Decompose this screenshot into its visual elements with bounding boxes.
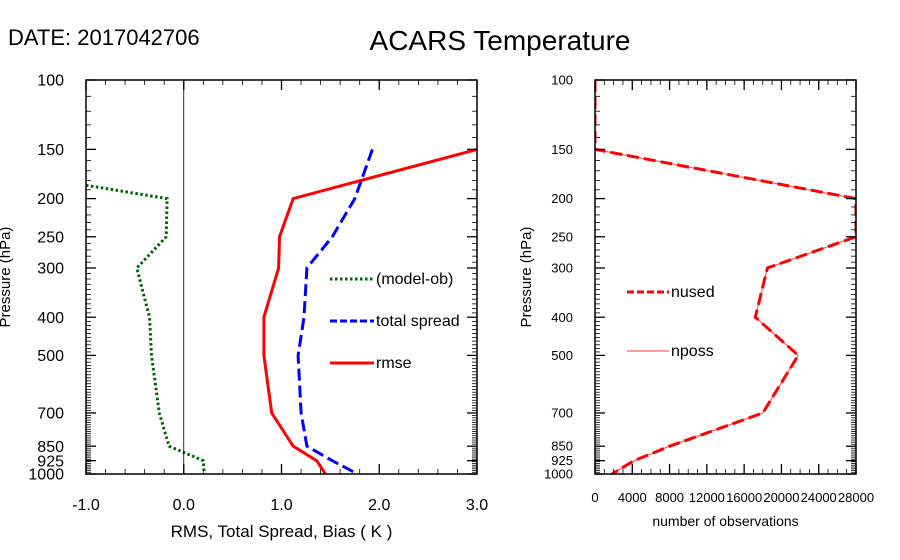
y-tick-label: 925 [551,453,573,468]
legend-label: (model-ob) [376,271,453,288]
y-tick-label: 150 [37,142,64,159]
y-tick-label: 400 [551,310,573,325]
right-plot-frame [594,79,857,475]
legend-label: rmse [376,355,412,372]
x-tick-label: 2.0 [368,497,390,514]
y-tick-label: 100 [551,73,573,88]
series-line-total-spread [296,148,374,474]
legend-label: nused [671,284,715,301]
y-tick-label: 700 [551,406,573,421]
y-tick-label: 250 [37,229,64,246]
x-tick-label: 3.0 [466,497,488,514]
x-tick-label: 1.0 [270,497,292,514]
x-tick-label: 0 [591,490,598,505]
x-tick-label: 4000 [618,490,647,505]
right-legend: nused nposs [627,284,715,360]
right-series-lines [595,80,856,474]
y-tick-label: 300 [37,261,64,278]
series-line-rmse [262,147,477,474]
y-tick-label: 925 [37,453,64,470]
y-tick-label: 700 [37,406,64,423]
legend-label: nposs [671,343,714,360]
x-tick-label: 24000 [801,490,837,505]
y-tick-label: 250 [551,229,573,244]
left-x-axis-label: RMS, Total Spread, Bias ( K ) [171,522,393,541]
left-y-axis-label: Pressure (hPa) [0,227,14,328]
series-line-nposs [595,80,856,474]
y-tick-label: 300 [551,261,573,276]
x-tick-label: 20000 [763,490,799,505]
y-tick-label: 500 [37,348,64,365]
series-line-model-ob [86,183,206,474]
right-x-axis-label: number of observations [652,513,798,529]
y-tick-label: 200 [37,191,64,208]
y-tick-label: 1000 [28,467,64,484]
legend-label: total spread [376,313,460,330]
date-label: DATE: 2017042706 [8,25,200,50]
y-tick-label: 150 [551,142,573,157]
left-legend: (model-ob) total spread rmse [330,271,460,372]
y-tick-label: 500 [551,348,573,363]
x-tick-label: 28000 [838,490,874,505]
y-tick-label: 200 [551,191,573,206]
x-tick-label: 16000 [726,490,762,505]
y-tick-label: 400 [37,310,64,327]
y-tick-label: 1000 [544,467,573,482]
x-tick-label: 8000 [655,490,684,505]
right-y-axis-label: Pressure (hPa) [518,227,535,328]
x-tick-label: -1.0 [72,497,100,514]
y-tick-label: 850 [37,439,64,456]
y-tick-label: 100 [37,73,64,90]
series-line-nused [595,80,856,474]
y-tick-label: 850 [551,439,573,454]
x-tick-label: 0.0 [173,497,195,514]
x-tick-label: 12000 [689,490,725,505]
left-series-lines [86,147,477,474]
chart-title: ACARS Temperature [370,25,631,56]
